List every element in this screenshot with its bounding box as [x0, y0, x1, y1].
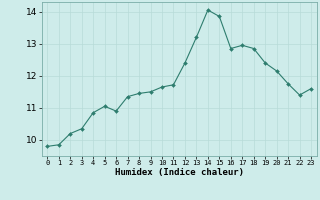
X-axis label: Humidex (Indice chaleur): Humidex (Indice chaleur) [115, 168, 244, 177]
